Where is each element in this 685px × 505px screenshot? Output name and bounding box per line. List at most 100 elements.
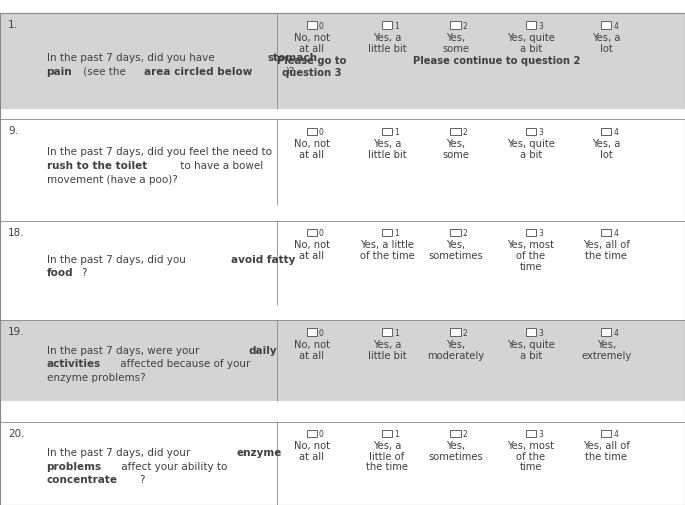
Bar [382,229,392,237]
Text: area circled below: area circled below [145,67,253,76]
Bar [526,329,536,336]
Text: 3: 3 [538,22,543,30]
Text: 4: 4 [614,229,619,237]
Text: 18.: 18. [8,227,25,237]
Text: affected because of your: affected because of your [117,359,251,369]
Text: 3: 3 [538,229,543,237]
Text: 1: 1 [394,328,399,337]
Bar [382,22,392,30]
Bar [382,430,392,437]
Text: 1: 1 [394,429,399,438]
Text: 2: 2 [462,429,467,438]
Text: little bit: little bit [368,149,406,160]
Bar [601,22,612,30]
Bar [382,128,392,136]
Text: Yes,: Yes, [446,139,465,149]
Text: 0: 0 [319,128,324,136]
Text: Yes,: Yes, [446,240,465,250]
Text: lot: lot [600,149,612,160]
Text: problems: problems [47,461,101,471]
Text: Yes, a: Yes, a [592,33,621,43]
Text: Yes,: Yes, [597,339,616,349]
Text: No, not: No, not [294,339,329,349]
Text: some: some [442,43,469,54]
Text: 4: 4 [614,328,619,337]
Text: a bit: a bit [520,43,542,54]
Text: 1: 1 [394,22,399,30]
Text: Yes,: Yes, [446,339,465,349]
Text: little of: little of [369,451,405,461]
Text: the time: the time [585,250,627,261]
Text: 19.: 19. [8,327,25,337]
Text: the time: the time [585,451,627,461]
Text: 4: 4 [614,128,619,136]
Bar [526,430,536,437]
Text: Yes, quite: Yes, quite [507,33,555,43]
Bar [307,430,317,437]
Text: of the: of the [516,451,545,461]
Bar [307,329,317,336]
Bar [0,120,685,206]
Text: No, not: No, not [294,440,329,450]
Text: (see the: (see the [80,67,129,76]
Bar [307,22,317,30]
Text: In the past 7 days, did your: In the past 7 days, did your [47,447,193,457]
Text: to have a bowel: to have a bowel [177,161,263,171]
Bar [451,329,461,336]
Text: 0: 0 [319,429,324,438]
Text: 2: 2 [462,229,467,237]
Text: In the past 7 days, did you: In the past 7 days, did you [47,254,188,264]
Text: Yes, a: Yes, a [373,339,401,349]
Text: In the past 7 days, did you have: In the past 7 days, did you have [47,53,217,63]
Text: Yes, quite: Yes, quite [507,139,555,149]
Bar [451,229,461,237]
Text: 3: 3 [538,328,543,337]
Text: enzyme: enzyme [236,447,282,457]
Text: Yes,: Yes, [446,440,465,450]
Text: 4: 4 [614,22,619,30]
Text: Yes, a little: Yes, a little [360,240,414,250]
Bar [382,329,392,336]
Text: of the time: of the time [360,250,414,261]
Text: extremely: extremely [581,350,632,360]
Text: sometimes: sometimes [428,451,483,461]
Text: lot: lot [600,43,612,54]
Text: 3: 3 [538,429,543,438]
Text: )?: )? [285,67,295,76]
Text: affect your ability to: affect your ability to [119,461,228,471]
Text: 0: 0 [319,229,324,237]
Text: rush to the toilet: rush to the toilet [47,161,147,171]
Bar [526,229,536,237]
Text: activities: activities [47,359,101,369]
Text: Yes, a: Yes, a [592,139,621,149]
Text: Please go to
question 3: Please go to question 3 [277,56,347,78]
Text: Yes, all of: Yes, all of [583,240,630,250]
Text: Please continue to question 2: Please continue to question 2 [413,56,580,66]
Text: time: time [520,261,542,271]
Text: little bit: little bit [368,43,406,54]
Bar [0,14,685,110]
Text: concentrate: concentrate [47,475,118,484]
Text: No, not: No, not [294,33,329,43]
Text: ?: ? [139,475,145,484]
Text: 2: 2 [462,128,467,136]
Text: 20.: 20. [8,428,25,438]
Bar [0,422,685,505]
Bar [451,128,461,136]
Text: No, not: No, not [294,139,329,149]
Text: 9.: 9. [8,126,18,136]
Bar [0,221,685,306]
Text: sometimes: sometimes [428,250,483,261]
Text: pain: pain [47,67,72,76]
Text: time: time [520,462,542,472]
Text: little bit: little bit [368,350,406,360]
Text: 1: 1 [394,128,399,136]
Text: Yes, all of: Yes, all of [583,440,630,450]
Text: In the past 7 days, were your: In the past 7 days, were your [47,345,202,355]
Text: Yes, most: Yes, most [508,440,554,450]
Bar [601,229,612,237]
Bar [451,430,461,437]
Bar [307,128,317,136]
Text: ?: ? [82,268,87,278]
Text: at all: at all [299,43,324,54]
